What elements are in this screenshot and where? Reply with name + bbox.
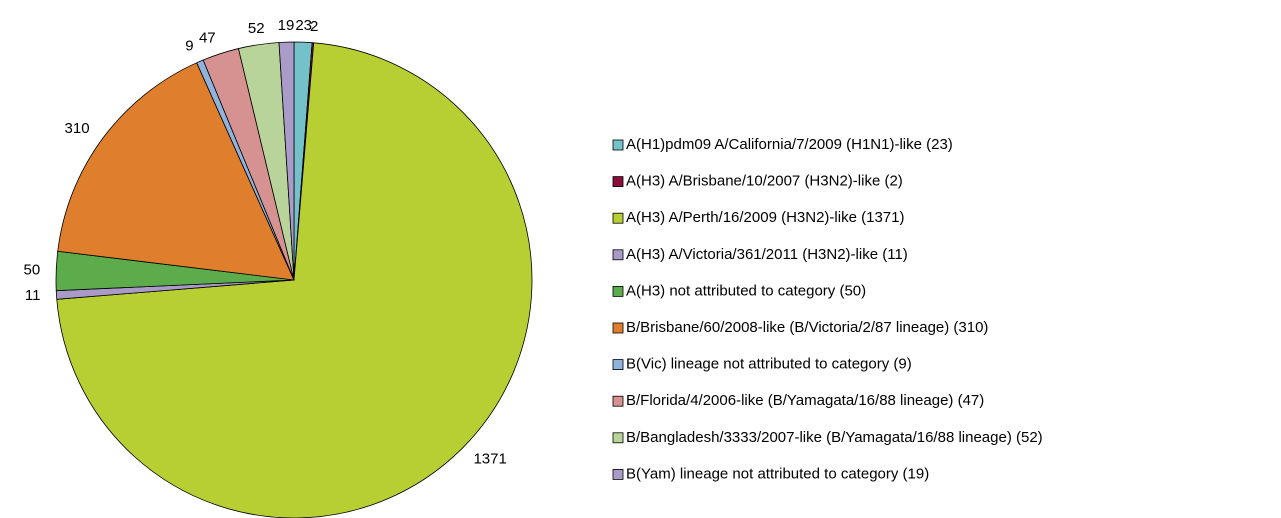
legend-label: B/Brisbane/60/2008-like (B/Victoria/2/87… [626, 319, 988, 336]
legend-swatch [612, 212, 624, 224]
legend-swatch [612, 176, 624, 188]
legend-label: B/Florida/4/2006-like (B/Yamagata/16/88 … [626, 392, 984, 409]
pie-slice [57, 62, 295, 281]
data-label: 23 [295, 17, 312, 34]
legend-swatch [612, 285, 624, 297]
legend-swatch [612, 139, 624, 151]
data-label: 1371 [473, 451, 506, 468]
data-label: 52 [248, 20, 265, 37]
legend-label: A(H3) A/Victoria/361/2011 (H3N2)-like (1… [626, 246, 908, 263]
data-label: 50 [23, 261, 40, 278]
legend-swatch [612, 432, 624, 444]
data-label: 2 [310, 18, 318, 35]
legend-swatch [612, 249, 624, 261]
legend-swatch [612, 395, 624, 407]
data-label: 310 [65, 120, 90, 137]
legend-label: B/Bangladesh/3333/2007-like (B/Yamagata/… [626, 429, 1043, 446]
legend-swatch [612, 359, 624, 371]
legend-label: A(H3) A/Perth/16/2009 (H3N2)-like (1371) [626, 209, 904, 226]
data-label: 19 [278, 17, 295, 34]
legend-swatch [612, 322, 624, 334]
legend-label: B(Vic) lineage not attributed to categor… [626, 356, 912, 373]
legend-label: A(H3) not attributed to category (50) [626, 282, 866, 299]
data-label: 11 [25, 287, 41, 304]
pie-slice [278, 41, 295, 281]
legend-label: B(Yam) lineage not attributed to categor… [626, 465, 929, 482]
legend-label: A(H1)pdm09 A/California/7/2009 (H1N1)-li… [626, 136, 953, 153]
data-label: 9 [185, 38, 193, 55]
legend-label: A(H3) A/Brisbane/10/2007 (H3N2)-like (2) [626, 173, 903, 190]
legend-swatch [612, 468, 624, 480]
data-label: 47 [199, 29, 216, 46]
